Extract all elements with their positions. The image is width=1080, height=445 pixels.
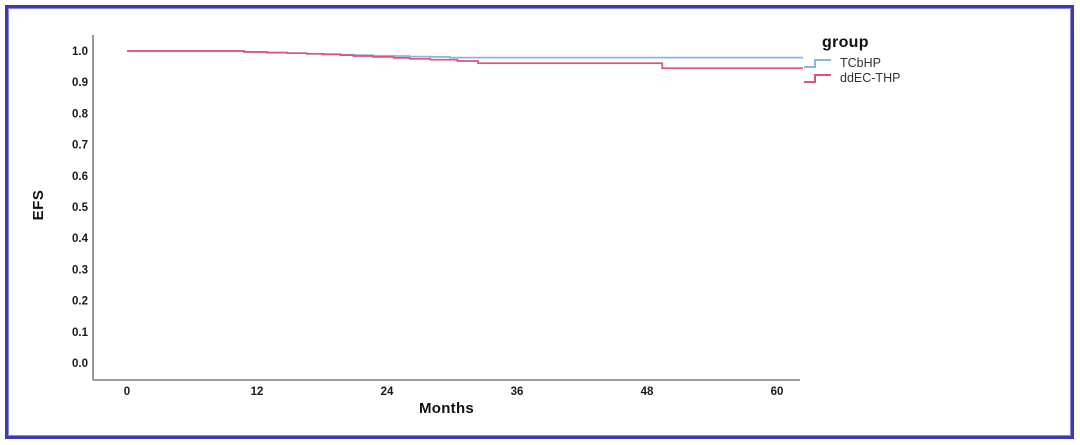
- legend-step-swatch-icon: [804, 74, 831, 83]
- y-tick-label: 0.2: [72, 296, 88, 308]
- y-tick-label: 0.7: [72, 140, 88, 152]
- legend: group TCbHP ddEC-THP: [803, 34, 983, 86]
- x-axis-title: Months: [418, 400, 475, 417]
- x-tick-label: 60: [771, 386, 784, 398]
- y-tick-label: 0.9: [72, 77, 88, 89]
- legend-step-swatch-icon: [804, 59, 831, 68]
- legend-item-ddec-thp: ddEC-THP: [803, 71, 983, 86]
- x-tick-label: 24: [381, 386, 394, 398]
- legend-step-swatch-line: [804, 74, 831, 83]
- y-tick-label: 0.4: [72, 233, 89, 245]
- x-tick-label: 48: [641, 386, 654, 398]
- legend-step-swatch-line: [804, 59, 831, 68]
- x-tick-label: 12: [251, 386, 264, 398]
- y-tick-label: 0.3: [72, 264, 88, 276]
- y-tick-label: 0.1: [72, 327, 89, 339]
- x-tick-label: 0: [124, 386, 130, 398]
- legend-label: TCbHP: [840, 56, 881, 70]
- legend-items: TCbHP ddEC-THP: [803, 56, 983, 86]
- y-axis-title: EFS: [29, 189, 47, 221]
- y-tick-label: 1.0: [72, 46, 88, 58]
- y-tick-label: 0.0: [72, 358, 88, 370]
- x-tick-label: 36: [511, 386, 524, 398]
- series-line-ddec-thp: [127, 50, 803, 70]
- y-tick-label: 0.6: [72, 171, 88, 183]
- chart-border-frame: [5, 5, 1074, 439]
- legend-label: ddEC-THP: [840, 71, 901, 85]
- y-tick-label: 0.5: [72, 202, 89, 214]
- legend-item-tcbhp: TCbHP: [803, 56, 983, 71]
- series-line-tcbhp: [127, 50, 803, 59]
- legend-title: group: [822, 34, 869, 51]
- y-tick-label: 0.8: [72, 108, 89, 120]
